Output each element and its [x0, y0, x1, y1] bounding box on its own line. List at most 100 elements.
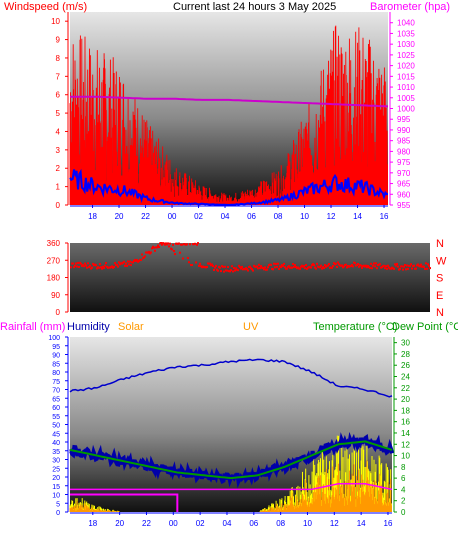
chart-title: Current last 24 hours 3 May 2025	[173, 1, 336, 13]
direction-point	[215, 264, 217, 267]
direction-point	[76, 265, 78, 268]
wind-x-tick-label: 14	[353, 212, 362, 221]
direction-point	[73, 266, 75, 269]
rain-y-tick-label: 5	[56, 501, 60, 508]
rain-y-tick-label: 70	[52, 388, 60, 395]
temp-y-tick-label: 16	[401, 418, 410, 427]
direction-point	[399, 267, 401, 270]
direction-point	[124, 264, 126, 267]
direction-point	[132, 261, 134, 264]
humidity-axis-title: Humidity	[67, 321, 110, 333]
direction-point	[258, 263, 260, 266]
direction-point	[119, 263, 121, 266]
wind-y-tick-label: 1	[56, 183, 61, 192]
direction-point	[89, 264, 91, 267]
direction-point	[95, 264, 97, 267]
barometer-y-tick-label: 980	[397, 147, 411, 156]
direction-point	[72, 262, 74, 265]
direction-point	[369, 267, 371, 269]
direction-point	[161, 243, 163, 246]
direction-point	[425, 262, 427, 265]
wind-x-tick-label: 20	[115, 212, 124, 221]
direction-point	[96, 267, 98, 270]
direction-point	[233, 267, 235, 269]
direction-point	[74, 264, 76, 267]
direction-point	[314, 266, 316, 269]
direction-point	[114, 262, 116, 265]
direction-point	[158, 246, 160, 249]
rainfall-series	[70, 493, 179, 512]
temp-x-tick-label: 06	[249, 519, 258, 528]
direction-point	[140, 259, 142, 261]
direction-point	[275, 262, 277, 265]
wind-x-tick-label: 12	[327, 212, 336, 221]
direction-point	[143, 256, 145, 259]
temp-x-tick-label: 16	[384, 519, 393, 528]
direction-point	[104, 264, 106, 267]
direction-point	[415, 267, 417, 270]
direction-point	[234, 269, 236, 272]
direction-point	[238, 264, 240, 267]
direction-point	[315, 267, 317, 270]
direction-point	[324, 264, 326, 267]
direction-y-tick-label: 180	[47, 274, 61, 283]
direction-point	[220, 270, 222, 273]
direction-point	[75, 262, 77, 265]
direction-point	[150, 251, 152, 254]
direction-point	[365, 264, 367, 267]
wind-y-tick-label: 4	[56, 127, 61, 136]
direction-point	[148, 250, 150, 253]
direction-point	[310, 266, 312, 269]
direction-point	[419, 265, 421, 268]
temp-y-tick-label: 20	[401, 395, 410, 404]
direction-point	[257, 267, 259, 270]
direction-point	[387, 264, 389, 267]
direction-point	[352, 265, 354, 268]
compass-label: N	[436, 307, 444, 319]
direction-point	[372, 264, 374, 267]
direction-point	[335, 262, 337, 265]
direction-point	[172, 243, 174, 246]
rain-y-tick-label: 30	[52, 458, 60, 465]
temp-y-tick-label: 14	[401, 429, 410, 438]
direction-point	[429, 267, 431, 270]
direction-point	[194, 242, 196, 245]
wind-y-tick-label: 5	[56, 109, 61, 118]
direction-point	[376, 267, 378, 270]
direction-point	[206, 266, 208, 268]
temp-x-tick-label: 12	[330, 519, 339, 528]
barometer-y-tick-label: 1010	[397, 83, 415, 92]
direction-point	[212, 265, 214, 267]
direction-point	[136, 259, 138, 261]
rain-y-tick-label: 60	[52, 405, 60, 412]
direction-point	[319, 266, 321, 269]
direction-point	[276, 265, 278, 268]
temp-y-tick-label: 8	[401, 463, 406, 472]
direction-point	[357, 263, 359, 265]
direction-point	[375, 262, 377, 265]
direction-point	[173, 250, 175, 252]
direction-plot-area	[70, 243, 430, 312]
direction-point	[264, 266, 266, 269]
compass-label: E	[436, 290, 443, 302]
direction-point	[336, 266, 338, 268]
direction-point	[284, 266, 286, 269]
temp-x-tick-label: 02	[196, 519, 205, 528]
direction-point	[244, 268, 246, 271]
direction-point	[226, 269, 228, 272]
direction-point	[195, 261, 197, 264]
direction-point	[151, 247, 153, 250]
direction-point	[199, 262, 201, 265]
temp-y-tick-label: 0	[401, 508, 406, 517]
direction-point	[157, 244, 159, 247]
direction-point	[397, 265, 399, 268]
temp-x-tick-label: 10	[303, 519, 312, 528]
direction-point	[130, 264, 132, 267]
direction-point	[346, 266, 348, 269]
direction-point	[293, 265, 295, 268]
rain-y-tick-label: 65	[52, 396, 60, 403]
direction-point	[396, 263, 398, 265]
barometer-y-tick-label: 1020	[397, 62, 415, 71]
direction-point	[278, 268, 280, 270]
